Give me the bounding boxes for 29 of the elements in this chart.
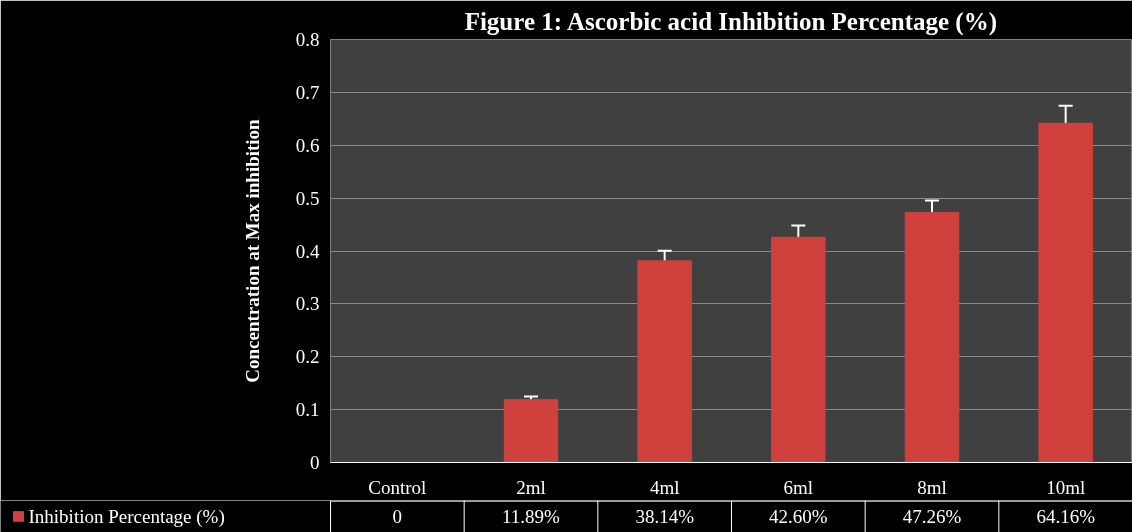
- bar: [637, 260, 692, 463]
- y-tick-label: 0.3: [295, 293, 320, 315]
- y-tick-label: 0.7: [295, 81, 320, 103]
- y-tick-label: 0.6: [295, 134, 320, 156]
- x-tick-label: 10ml: [1046, 476, 1086, 498]
- y-tick-label: 0.4: [295, 240, 320, 262]
- data-label: 38.14%: [635, 506, 695, 527]
- data-label: 64.16%: [1036, 506, 1096, 527]
- x-tick-label: 6ml: [783, 476, 814, 498]
- x-tick-label: 2ml: [516, 476, 546, 498]
- chart-title: Figure 1: Ascorbic acid Inhibition Percentage (%): [464, 7, 997, 36]
- y-axis-title: Concentration at Max inhibition: [241, 118, 263, 383]
- data-label: 0: [392, 506, 403, 527]
- y-tick-label: 0.8: [295, 29, 320, 50]
- y-tick-label: 0.2: [295, 346, 320, 368]
- bar: [771, 236, 826, 463]
- x-tick-label: Control: [368, 476, 427, 498]
- y-tick-label: 0.1: [295, 399, 320, 421]
- bar: [503, 399, 559, 463]
- data-label: 11.89%: [502, 506, 561, 527]
- data-label: 42.60%: [769, 506, 828, 527]
- y-tick-label: 0.5: [295, 187, 320, 209]
- data-label: 47.26%: [902, 506, 962, 527]
- bar: [1038, 122, 1093, 463]
- bar: [904, 212, 960, 463]
- x-tick-label: 4ml: [649, 476, 680, 498]
- y-tick-label: 0: [310, 452, 320, 473]
- legend-label: Inhibition Percentage (%): [28, 506, 225, 528]
- x-tick-label: 8ml: [917, 476, 947, 498]
